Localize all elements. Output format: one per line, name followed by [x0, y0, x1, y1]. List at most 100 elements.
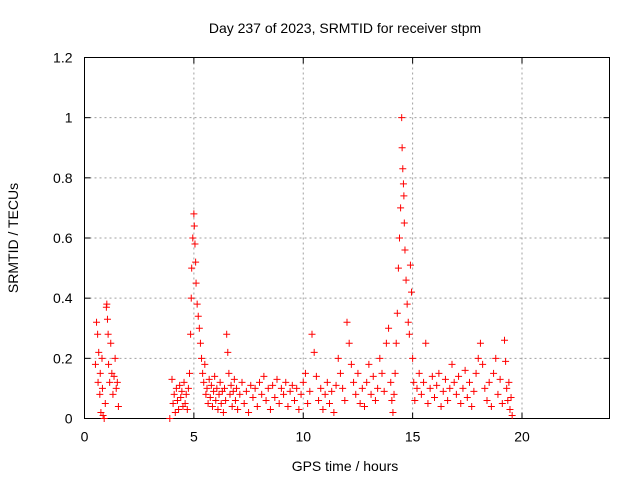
data-point — [358, 384, 366, 392]
data-point — [506, 405, 514, 413]
data-point — [247, 381, 255, 389]
data-point — [435, 369, 443, 377]
data-point — [110, 372, 118, 380]
data-point — [468, 402, 476, 410]
x-axis-label: GPS time / hours — [292, 458, 399, 474]
data-point — [365, 360, 373, 368]
data-point — [170, 390, 178, 398]
data-point — [238, 378, 246, 386]
data-point — [299, 378, 307, 386]
data-point — [323, 378, 331, 386]
data-point — [107, 339, 115, 347]
data-point — [114, 402, 122, 410]
data-point — [503, 384, 511, 392]
data-point — [198, 354, 206, 362]
data-point — [380, 387, 388, 395]
data-point — [394, 264, 402, 272]
data-point — [431, 393, 438, 401]
y-tick-label: 1.2 — [53, 50, 73, 66]
x-tick-label: 10 — [295, 429, 311, 445]
data-point — [388, 396, 396, 404]
data-point — [411, 396, 419, 404]
data-point — [371, 396, 379, 404]
data-point — [341, 396, 349, 404]
data-point — [374, 384, 382, 392]
data-point — [439, 387, 447, 395]
data-point — [336, 369, 344, 377]
data-point — [326, 399, 333, 407]
data-point — [192, 279, 200, 287]
data-point — [191, 240, 199, 248]
data-point — [222, 396, 230, 404]
data-point — [100, 415, 108, 422]
data-point — [405, 330, 413, 338]
data-point — [476, 339, 484, 347]
data-point — [470, 387, 478, 395]
data-point — [183, 405, 191, 413]
data-point — [208, 402, 216, 410]
data-point — [211, 372, 219, 380]
data-point — [111, 354, 119, 362]
data-point — [308, 330, 316, 338]
data-point — [417, 390, 425, 398]
data-point — [455, 372, 463, 380]
x-tick-label: 5 — [190, 429, 198, 445]
data-point — [403, 300, 411, 308]
data-point — [413, 384, 421, 392]
data-point — [339, 384, 347, 392]
data-point — [343, 318, 351, 326]
data-point — [385, 324, 393, 332]
data-point — [332, 381, 340, 389]
data-point — [192, 258, 200, 266]
data-point — [260, 372, 268, 380]
data-point — [103, 300, 111, 308]
y-tick-label: 1 — [65, 110, 73, 126]
data-point — [266, 405, 274, 413]
data-point — [437, 402, 445, 410]
data-point — [229, 387, 237, 395]
data-point — [330, 408, 338, 416]
data-point — [210, 387, 218, 395]
data-point — [98, 354, 106, 362]
data-point — [286, 387, 294, 395]
data-point — [398, 114, 406, 122]
data-point — [317, 384, 325, 392]
data-point — [450, 378, 458, 386]
data-point — [93, 318, 101, 326]
data-point — [199, 369, 207, 377]
data-point — [479, 360, 487, 368]
data-point — [169, 399, 177, 407]
data-point — [492, 354, 500, 362]
data-point — [282, 378, 290, 386]
data-point — [109, 390, 117, 398]
data-point — [273, 375, 281, 383]
data-point — [264, 384, 272, 392]
data-point — [345, 339, 353, 347]
data-point — [177, 393, 185, 401]
data-point — [96, 390, 104, 398]
data-point — [301, 369, 309, 377]
data-point — [409, 354, 417, 362]
data-point — [271, 393, 279, 401]
data-point — [356, 399, 364, 407]
x-tick-label: 15 — [405, 429, 421, 445]
data-point — [228, 402, 236, 410]
grid — [84, 57, 610, 419]
data-point — [94, 330, 102, 338]
data-point — [502, 357, 510, 365]
data-point — [245, 408, 253, 416]
data-point — [420, 378, 428, 386]
data-point — [487, 402, 495, 410]
data-point — [376, 354, 384, 362]
data-point — [399, 165, 407, 173]
data-point — [258, 390, 266, 398]
data-point — [392, 339, 400, 347]
chart-title: Day 237 of 2023, SRMTID for receiver stp… — [209, 20, 481, 36]
data-point — [249, 393, 257, 401]
data-point — [91, 360, 99, 368]
data-point — [206, 393, 214, 401]
data-point — [262, 396, 270, 404]
data-point — [399, 180, 407, 188]
data-point — [190, 210, 198, 218]
